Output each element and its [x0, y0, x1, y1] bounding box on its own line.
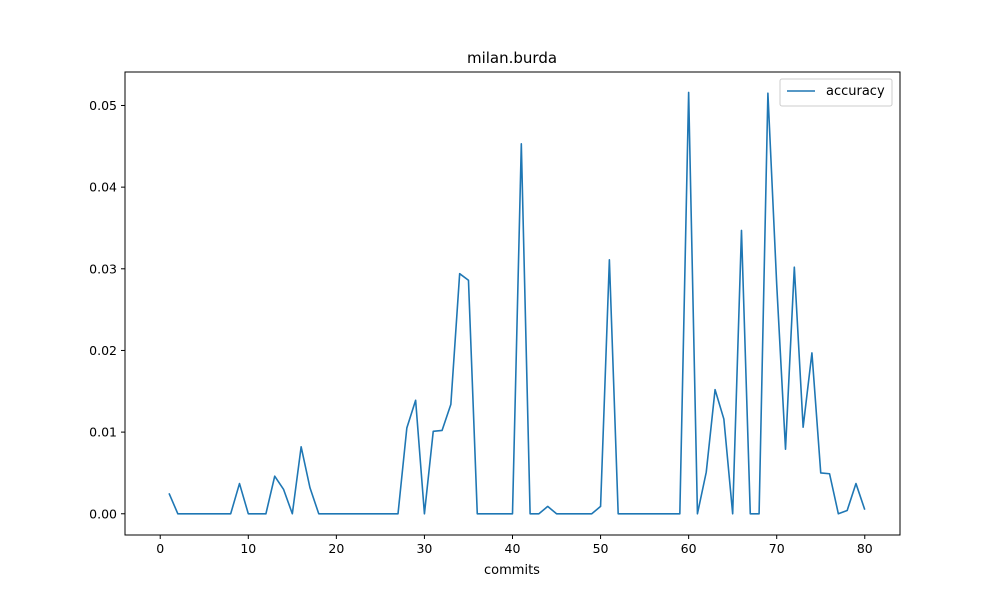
legend-label-accuracy: accuracy — [826, 84, 885, 99]
x-tick-label: 20 — [328, 541, 344, 556]
y-tick-label: 0.04 — [89, 180, 117, 195]
x-tick-label: 30 — [416, 541, 432, 556]
x-tick-label: 10 — [240, 541, 256, 556]
x-tick-label: 60 — [681, 541, 697, 556]
x-tick-label: 50 — [593, 541, 609, 556]
plot-frame — [124, 71, 901, 536]
y-tick-label: 0.02 — [89, 343, 117, 358]
x-tick-label: 80 — [857, 541, 873, 556]
series-line-accuracy — [168, 91, 866, 515]
y-tick-label: 0.05 — [89, 98, 117, 113]
x-tick-label: 0 — [156, 541, 164, 556]
y-tick-label: 0.00 — [89, 506, 117, 521]
x-axis-label: commits — [484, 563, 540, 578]
plot-area: 0 10 20 30 40 50 60 70 80 0.00 0.01 0.02 0.03 0.04 0.0… — [89, 71, 901, 556]
y-tick-label: 0.03 — [89, 261, 117, 276]
legend-box — [779, 78, 893, 107]
x-tick-label: 70 — [769, 541, 785, 556]
chart-title: milan.burda — [467, 49, 557, 67]
legend: accuracy — [779, 78, 893, 107]
y-tick-label: 0.01 — [89, 425, 117, 440]
x-tick-label: 40 — [505, 541, 521, 556]
